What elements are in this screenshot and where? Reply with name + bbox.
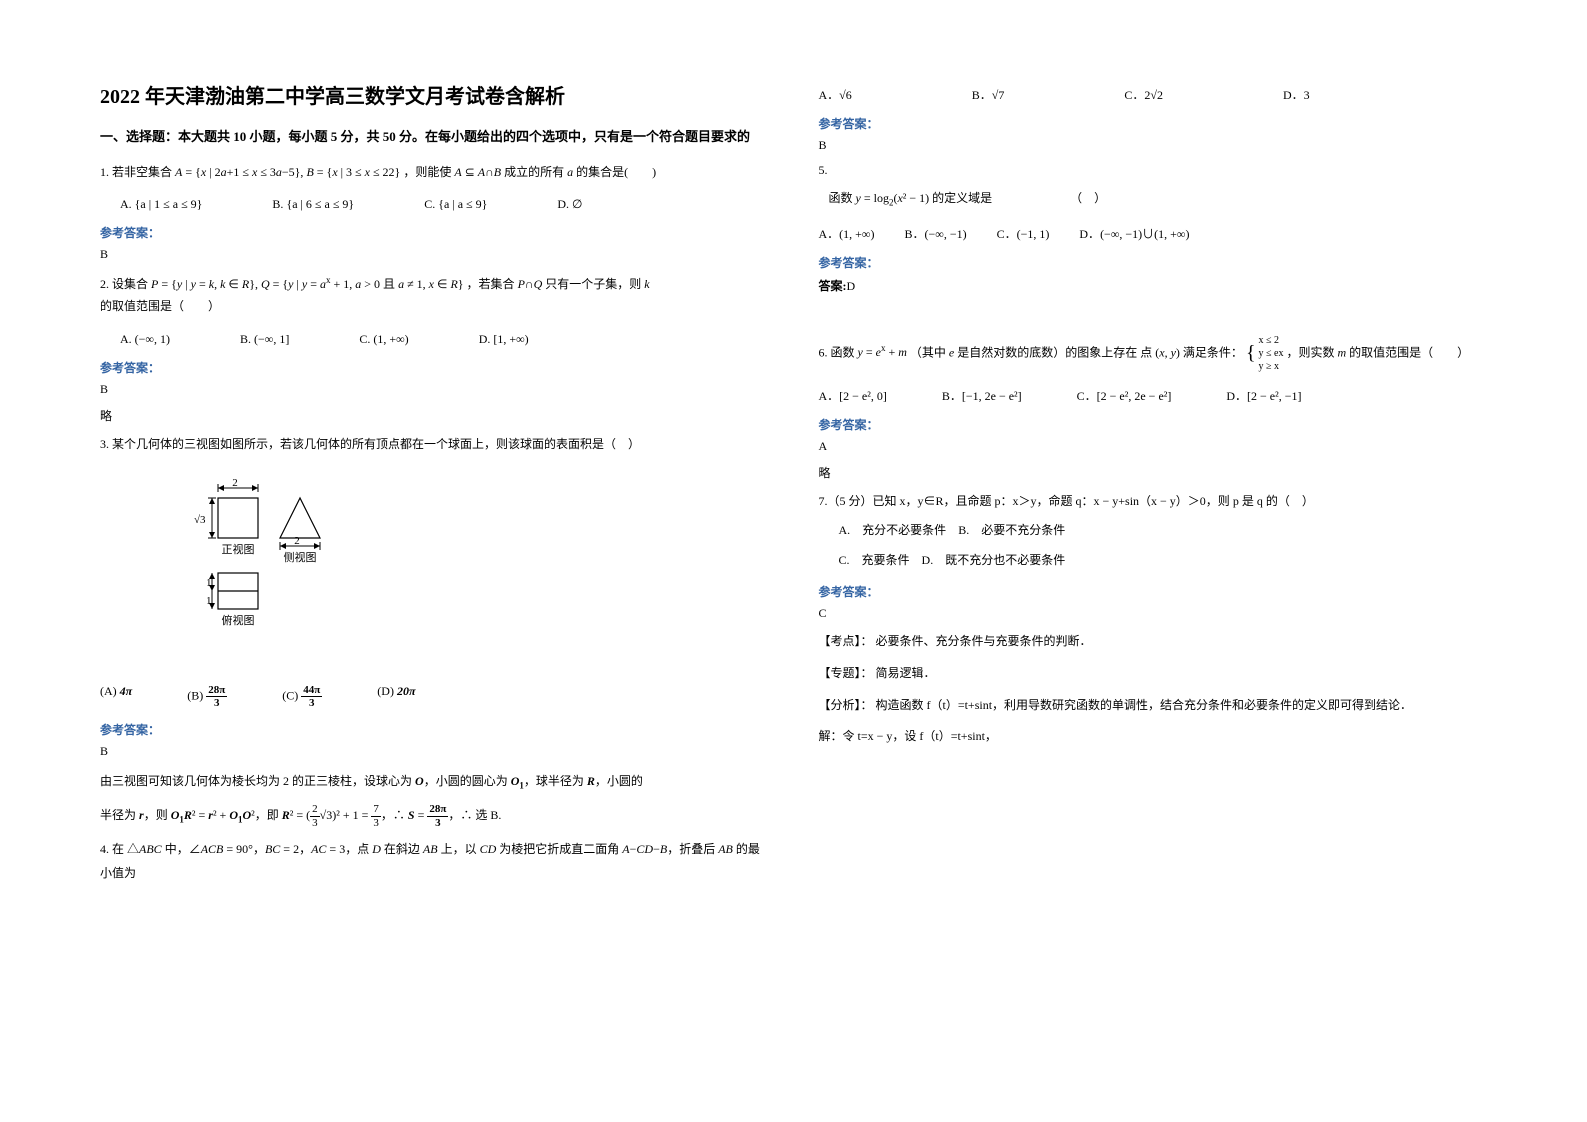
q1-stem-pre: 1. 若非空集合 (100, 165, 172, 179)
q2-cond: P∩Q (518, 277, 543, 291)
svg-text:侧视图: 侧视图 (284, 550, 317, 564)
q6-optB: B．[−1, 2e − e²] (942, 387, 1022, 404)
q4-optB: B．√7 (972, 86, 1005, 103)
q1-options: A. {a | 1 ≤ a ≤ 9} B. {a | 6 ≤ a ≤ 9} C.… (120, 197, 769, 212)
question-7: 7.（5 分）已知 x，y∈R，且命题 p：x＞y，命题 q：x − y+sin… (819, 491, 1488, 513)
q7-tag2: 【专题】： 简易逻辑． (819, 663, 1488, 685)
q5-stem-pre: 函数 (829, 191, 853, 205)
question-4: 4. 在 △ABC 中，∠ACB = 90°，BC = 2，AC = 3，点 D… (100, 837, 769, 885)
q7-optB: B. 必要不充分条件 (958, 523, 1065, 537)
q6-optC: C．[2 − e², 2e − e²] (1077, 387, 1172, 404)
q2-answer-label: 参考答案： (100, 359, 769, 376)
q5-optA: A．(1, +∞) (819, 225, 875, 242)
q1-stem-mid: ，则能使 (403, 165, 451, 179)
q6-optD: D．[2 − e², −1] (1226, 387, 1301, 404)
q2-stem-pre: 2. 设集合 (100, 277, 148, 291)
q7-tag3: 【分析】： 构造函数 f（t）=t+sint，利用导数研究函数的单调性，结合充分… (819, 695, 1488, 717)
svg-text:2: 2 (294, 535, 300, 547)
q3-options: (A) 4π (B) 28π3 (C) 44π3 (D) 20π (100, 684, 769, 709)
q4-optC: C．2√2 (1124, 86, 1163, 103)
q7-optC: C. 充要条件 (839, 553, 910, 567)
svg-text:2: 2 (232, 478, 238, 489)
q4-answer: B (819, 138, 1488, 153)
q2-optC: C. (1, +∞) (359, 332, 408, 347)
q1-answer-label: 参考答案： (100, 224, 769, 241)
q7-optD: D. 既不充分也不必要条件 (922, 553, 1066, 567)
svg-text:√3: √3 (194, 514, 206, 526)
page-title: 2022 年天津渤油第二中学高三数学文月考试卷含解析 (100, 80, 769, 109)
q2-optA: A. (−∞, 1) (120, 332, 170, 347)
question-5: 函数 y = log2(x² − 1) 的定义域是 （ ） (829, 188, 1488, 211)
q6-stem-post: ，则实数 m 的取值范围是（ ） (1286, 345, 1469, 359)
q2-set: P = {y | y = k, k ∈ R}, Q = {y | y = ax … (151, 277, 464, 291)
q4-options: A．√6 B．√7 C．2√2 D．3 (819, 86, 1488, 103)
q6-answer-label: 参考答案： (819, 416, 1488, 433)
q7-optA: A. 充分不必要条件 (839, 523, 947, 537)
q7-answer-label: 参考答案： (819, 583, 1488, 600)
question-1: 1. 若非空集合 A = {x | 2a+1 ≤ x ≤ 3a−5}, B = … (100, 162, 769, 184)
q3-optA: (A) 4π (100, 684, 132, 709)
q3-explain-2: 半径为 r，则 O1R² = r² + O1O²，即 R² = (23√3)² … (100, 803, 769, 829)
right-column: A．√6 B．√7 C．2√2 D．3 参考答案： B 5. 函数 y = lo… (819, 80, 1488, 1082)
q5-answer-label: 参考答案： (819, 254, 1488, 271)
q3-optC: (C) 44π3 (282, 684, 322, 709)
left-column: 2022 年天津渤油第二中学高三数学文月考试卷含解析 一、选择题：本大题共 10… (100, 80, 769, 1082)
q6-options: A．[2 − e², 0] B．[−1, 2e − e²] C．[2 − e²,… (819, 387, 1488, 404)
q6-answer: A (819, 439, 1488, 454)
q6-note: 略 (819, 464, 1488, 481)
q7-answer: C (819, 606, 1488, 621)
q6-stem-mid1: （其中 e 是自然对数的底数）的图象上存在 点 (910, 345, 1152, 359)
q5-optB: B．(−∞, −1) (905, 225, 967, 242)
q6-optA: A．[2 − e², 0] (819, 387, 887, 404)
question-3: 3. 某个几何体的三视图如图所示，若该几何体的所有顶点都在一个球面上，则该球面的… (100, 434, 769, 456)
q6-stem-mid2: 满足条件： (1183, 345, 1243, 359)
q7-opts-cd: C. 充要条件 D. 既不充分也不必要条件 (839, 550, 1488, 572)
q6-conditions: x ≤ 2 y ≤ ex y ≥ x (1259, 334, 1284, 373)
q1-optB: B. {a | 6 ≤ a ≤ 9} (272, 197, 354, 212)
q7-tag1: 【考点】： 必要条件、充分条件与充要条件的判断． (819, 631, 1488, 653)
svg-text:俯视图: 俯视图 (222, 613, 255, 627)
q5-stem-post: 的定义域是 （ ） (932, 191, 1106, 205)
q7-solve: 解：令 t=x − y，设 f（t）=t+sint， (819, 726, 1488, 748)
question-6: 6. 函数 y = ex + m （其中 e 是自然对数的底数）的图象上存在 点… (819, 334, 1488, 373)
q3-optB: (B) 28π3 (187, 684, 227, 709)
q4-optD: D．3 (1283, 86, 1310, 103)
q1-stem-post: 成立的所有 a 的集合是( ) (504, 165, 656, 179)
q3-optD: (D) 20π (377, 684, 415, 709)
q2-options: A. (−∞, 1) B. (−∞, 1] C. (1, +∞) D. [1, … (120, 332, 769, 347)
q2-answer: B (100, 382, 769, 397)
q1-optD: D. ∅ (557, 197, 582, 212)
q1-cond: A ⊆ A∩B (454, 165, 501, 179)
q2-stem-mid: ，若集合 (467, 277, 515, 291)
q1-optA: A. {a | 1 ≤ a ≤ 9} (120, 197, 202, 212)
q2-optB: B. (−∞, 1] (240, 332, 289, 347)
q5-func: y = log2(x² − 1) (856, 191, 930, 205)
q7-opts-ab: A. 充分不必要条件 B. 必要不充分条件 (839, 520, 1488, 542)
q5-options: A．(1, +∞) B．(−∞, −1) C．(−1, 1) D．(−∞, −1… (819, 225, 1488, 242)
q5-num: 5. (819, 163, 1488, 178)
q4-answer-label: 参考答案： (819, 115, 1488, 132)
q3-answer: B (100, 744, 769, 759)
question-2: 2. 设集合 P = {y | y = k, k ∈ R}, Q = {y | … (100, 272, 769, 317)
q1-optC: C. {a | a ≤ 9} (424, 197, 487, 212)
q3-explain-1: 由三视图可知该几何体为棱长均为 2 的正三棱柱，设球心为 O，小圆的圆心为 O1… (100, 769, 769, 794)
q6-stem-pre: 6. 函数 (819, 345, 855, 359)
three-view-diagram: 2 √3 正视图 2 侧视图 1 1 (160, 478, 769, 663)
q1-answer: B (100, 247, 769, 262)
q5-answer: 答案:D (819, 277, 1488, 294)
q2-optD: D. [1, +∞) (479, 332, 529, 347)
q6-func: y = ex + m (858, 345, 907, 359)
q5-optD: D．(−∞, −1)∪(1, +∞) (1079, 225, 1189, 242)
svg-text:正视图: 正视图 (222, 542, 255, 556)
q4-optA: A．√6 (819, 86, 852, 103)
q6-point: (x, y) (1155, 345, 1180, 359)
q2-note: 略 (100, 407, 769, 424)
q5-optC: C．(−1, 1) (997, 225, 1050, 242)
q1-set: A = {x | 2a+1 ≤ x ≤ 3a−5}, B = {x | 3 ≤ … (175, 165, 400, 179)
section-header: 一、选择题：本大题共 10 小题，每小题 5 分，共 50 分。在每小题给出的四… (100, 127, 769, 148)
brace-icon: { (1246, 343, 1256, 363)
q3-answer-label: 参考答案： (100, 721, 769, 738)
diagram-svg: 2 √3 正视图 2 侧视图 1 1 (160, 478, 360, 658)
